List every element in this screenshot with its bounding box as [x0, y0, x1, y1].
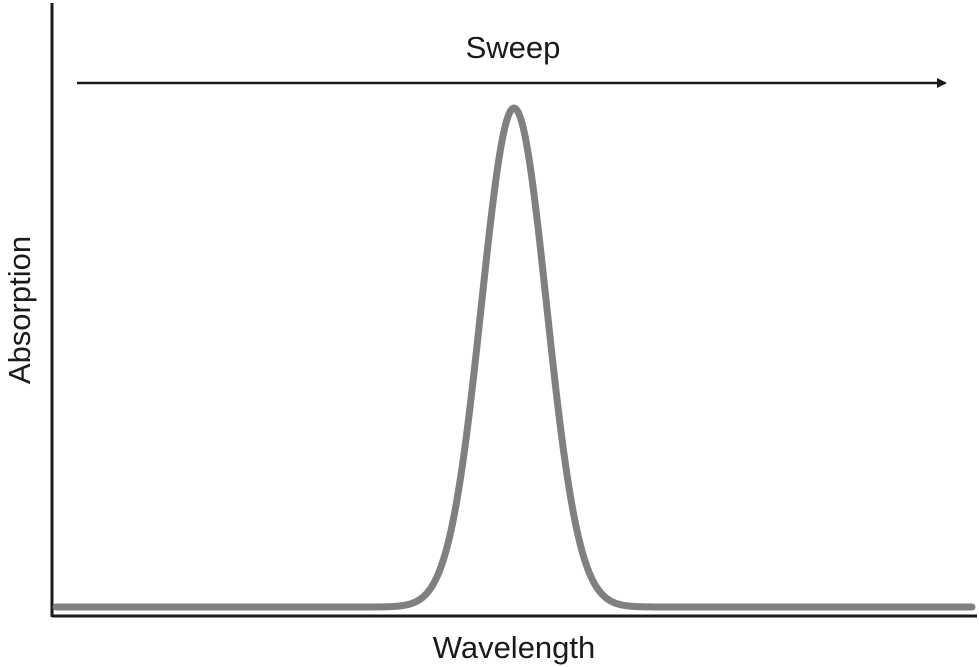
absorption-peak-line: [52, 104, 976, 611]
x-axis-label: Wavelength: [433, 630, 596, 665]
y-axis-label: Absorption: [2, 236, 37, 384]
sweep-annotation: Sweep: [466, 30, 561, 65]
